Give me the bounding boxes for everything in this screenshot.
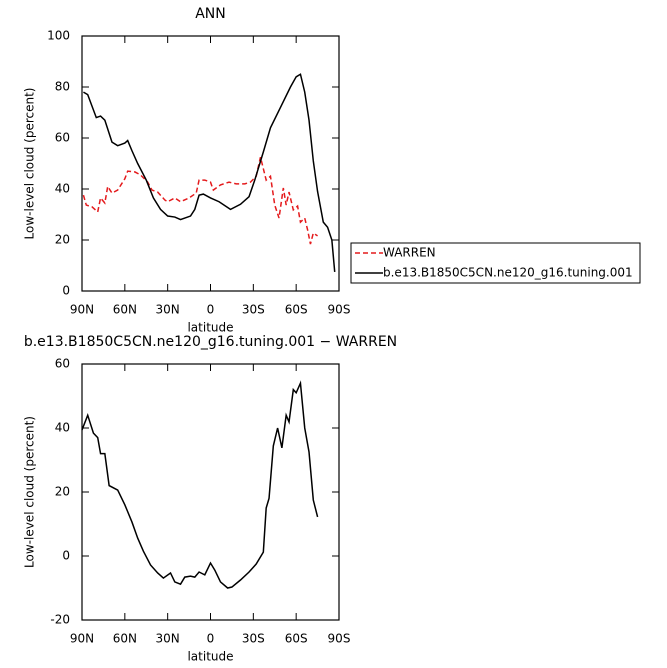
x-tick-label: 90N: [70, 303, 94, 317]
y-tick-label: -20: [50, 613, 70, 627]
x-tick-label: 90S: [328, 303, 351, 317]
chart-title: b.e13.B1850C5CN.ne120_g16.tuning.001 − W…: [24, 334, 397, 350]
chart-title: ANN: [195, 6, 226, 22]
y-tick-label: 20: [55, 485, 70, 499]
legend-box: [350, 242, 641, 284]
y-tick-label: 80: [55, 80, 70, 94]
y-tick-label: 0: [62, 549, 70, 563]
x-tick-label: 60S: [285, 303, 308, 317]
y-tick-label: 60: [55, 131, 70, 145]
y-tick-label: 0: [62, 284, 70, 298]
x-tick-label: 0: [207, 303, 215, 317]
x-tick-label: 90S: [328, 632, 351, 646]
x-axis-label: latitude: [187, 321, 233, 335]
y-tick-label: 100: [47, 29, 70, 43]
y-tick-label: 40: [55, 421, 70, 435]
y-tick-label: 40: [55, 182, 70, 196]
x-tick-label: 30N: [156, 632, 180, 646]
x-tick-label: 30N: [156, 303, 180, 317]
legend-label: b.e13.B1850C5CN.ne120_g16.tuning.001: [383, 266, 633, 280]
x-tick-label: 60N: [113, 632, 137, 646]
data-line: [82, 156, 318, 245]
y-axis-label: Low-level cloud (percent): [23, 416, 37, 568]
x-tick-label: 90N: [70, 632, 94, 646]
x-tick-label: 60N: [113, 303, 137, 317]
x-tick-label: 60S: [285, 632, 308, 646]
x-axis-label: latitude: [187, 650, 233, 664]
plot-frame: [81, 363, 340, 621]
y-axis-label: Low-level cloud (percent): [23, 88, 37, 240]
data-line: [81, 380, 319, 589]
x-tick-label: 0: [207, 632, 215, 646]
x-tick-label: 30S: [242, 303, 265, 317]
plot-frame: [81, 35, 340, 292]
legend-label: WARREN: [383, 246, 436, 260]
data-line: [83, 73, 336, 272]
x-tick-label: 30S: [242, 632, 265, 646]
y-tick-label: 20: [55, 233, 70, 247]
y-tick-label: 60: [55, 357, 70, 371]
